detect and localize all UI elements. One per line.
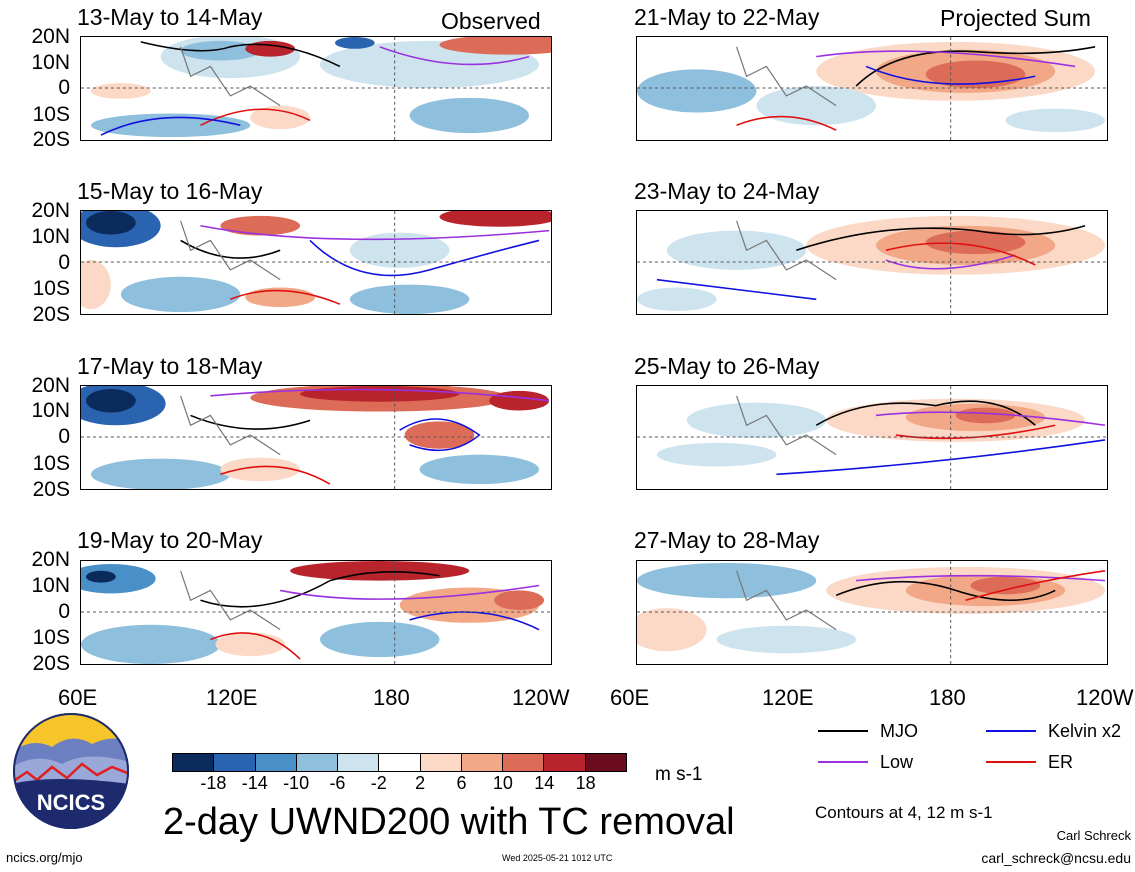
colorbar-swatch [461,754,504,771]
colorbar-swatch [255,754,297,771]
legend-er-label: ER [1048,752,1074,772]
lat-label-10n: 10N [31,574,70,597]
map-panel-observed-1 [80,36,552,141]
panel-title-left-2: 15-May to 16-May [77,178,263,204]
colorbar-tick-label: -10 [283,773,310,793]
legend-mjo-label: MJO [880,721,918,741]
lon-label-120e: 120E [206,685,258,710]
colorbar-tick-label: -14 [241,773,268,793]
lat-label-10n: 10N [31,225,70,248]
lat-label-20n: 20N [31,25,70,48]
map-panel-projected-1 [636,36,1108,141]
lon-label-120e: 120E [762,685,814,710]
lon-label-180: 180 [373,685,410,710]
map-panel-projected-3 [636,385,1108,490]
panel-title-right-4: 27-May to 28-May [634,527,820,553]
lat-label-20s: 20S [32,303,70,326]
legend-kelvin-line [986,730,1036,732]
legend-er-line [986,761,1036,763]
colorbar-swatch [214,754,256,771]
lon-label-60e: 60E [58,685,98,710]
colorbar-tick-label: 10 [492,773,513,793]
panel-title-left-1: 13-May to 14-May [77,4,263,30]
logo-text: NCICS [37,790,105,815]
observed-label: Observed [441,8,541,34]
panel-title-right-3: 25-May to 26-May [634,353,820,379]
lat-label-10n: 10N [31,51,70,74]
legend-low: Low [818,752,913,772]
colorbar-swatch [420,754,462,771]
legend-kelvin: Kelvin x2 [986,721,1121,741]
colorbar-tick-label: -18 [200,773,227,793]
site-url: ncics.org/mjo [6,850,83,865]
lat-label-20n: 20N [31,548,70,571]
colorbar-tick-label: 18 [575,773,596,793]
main-title: 2-day UWND200 with TC removal [163,801,735,843]
lat-label-10s: 10S [32,277,70,300]
lat-label-0: 0 [58,76,70,99]
lat-label-20s: 20S [32,128,70,151]
legend-kelvin-label: Kelvin x2 [1048,721,1122,741]
lon-label-180: 180 [929,685,966,710]
legend-mjo: MJO [818,721,918,741]
colorbar-tick-label: 6 [456,773,467,793]
author-name: Carl Schreck [1056,828,1131,843]
lat-label-20s: 20S [32,478,70,501]
colorbar-tick-label: 14 [534,773,555,793]
panel-title-left-4: 19-May to 20-May [77,527,263,553]
lat-label-0: 0 [58,600,70,623]
map-panel-observed-2 [80,210,552,315]
colorbar-swatch [585,754,626,771]
lon-label-120w: 120W [1076,686,1134,710]
colorbar-swatch [338,754,380,771]
ncics-logo: NCICS [12,712,130,830]
colorbar-swatch [503,754,545,771]
lat-label-20n: 20N [31,199,70,222]
lat-label-10n: 10N [31,399,70,422]
lon-label-60e: 60E [610,685,650,710]
colorbar-swatch [296,754,339,771]
lat-label-10s: 10S [32,626,70,649]
colorbar-tick-label: -6 [329,773,346,793]
lat-label-20n: 20N [31,374,70,397]
timestamp: Wed 2025-05-21 1012 UTC [502,853,613,863]
panel-title-left-3: 17-May to 18-May [77,353,263,379]
legend-low-label: Low [880,752,914,772]
colorbar-tick-label: -2 [370,773,387,793]
legend-low-line [818,761,868,763]
author-email: carl_schreck@ncsu.edu [981,850,1131,866]
legend-er: ER [986,752,1073,772]
lat-label-0: 0 [58,425,70,448]
map-panel-observed-4 [80,560,552,665]
colorbar-swatch [544,754,586,771]
colorbar-swatch [173,754,215,771]
map-panel-projected-4 [636,560,1108,665]
lat-label-20s: 20S [32,652,70,675]
contour-note: Contours at 4, 12 m s-1 [815,803,993,822]
projected-sum-label: Projected Sum [940,5,1091,31]
lat-label-10s: 10S [32,452,70,475]
colorbar-swatch [379,754,421,771]
lon-label-120w: 120W [512,685,570,710]
lat-label-10s: 10S [32,103,70,126]
colorbar [172,753,627,772]
map-panel-observed-3 [80,385,552,490]
panel-title-right-2: 23-May to 24-May [634,178,820,204]
panel-title-right-1: 21-May to 22-May [634,4,820,30]
map-panel-projected-2 [636,210,1108,315]
lat-label-0: 0 [58,251,70,274]
legend-mjo-line [818,730,868,732]
colorbar-tick-label: 2 [415,773,426,793]
colorbar-units: m s-1 [655,764,703,785]
